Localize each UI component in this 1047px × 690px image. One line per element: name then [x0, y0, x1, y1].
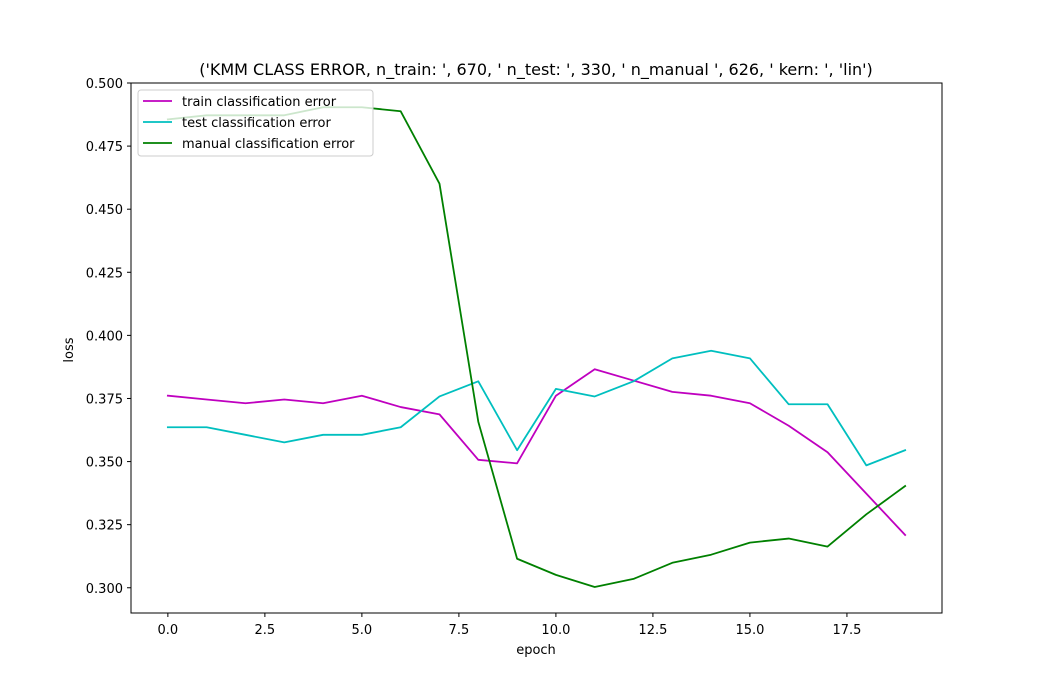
y-tick-label: 0.325 — [86, 519, 123, 534]
chart-title: ('KMM CLASS ERROR, n_train: ', 670, ' n_… — [199, 60, 873, 80]
legend-label: manual classification error — [182, 137, 355, 152]
y-axis: 0.300 0.325 0.350 0.375 0.400 0.425 0.450 0.475… — [86, 77, 131, 597]
y-tick-label: 0.450 — [86, 203, 123, 218]
x-tick-label: 2.5 — [255, 623, 276, 638]
legend-label: test classification error — [182, 116, 331, 131]
x-axis-label: epoch — [516, 643, 556, 658]
y-tick-label: 0.425 — [86, 266, 123, 281]
x-tick-label: 5.0 — [352, 623, 373, 638]
x-axis: 0.0 2.5 5.0 7.5 10.0 12.5 15.0 17.5 — [158, 613, 861, 638]
y-tick-label: 0.500 — [86, 77, 123, 92]
y-tick-label: 0.400 — [86, 329, 123, 344]
y-tick-label: 0.375 — [86, 392, 123, 407]
plot-frame — [130, 82, 943, 614]
x-tick-label: 10.0 — [541, 623, 570, 638]
legend-label: train classification error — [182, 95, 337, 110]
series-line-1 — [166, 349, 907, 467]
series-line-0 — [166, 368, 907, 537]
x-tick-label: 7.5 — [449, 623, 470, 638]
x-tick-label: 0.0 — [158, 623, 179, 638]
legend: train classification error test classific… — [137, 89, 374, 157]
legend-box — [137, 89, 374, 157]
y-tick-label: 0.475 — [86, 140, 123, 155]
y-tick-label: 0.300 — [86, 582, 123, 597]
x-tick-label: 17.5 — [832, 623, 861, 638]
y-axis-label: loss — [62, 337, 77, 362]
x-tick-label: 12.5 — [638, 623, 667, 638]
y-tick-label: 0.350 — [86, 456, 123, 471]
x-tick-label: 15.0 — [735, 623, 764, 638]
